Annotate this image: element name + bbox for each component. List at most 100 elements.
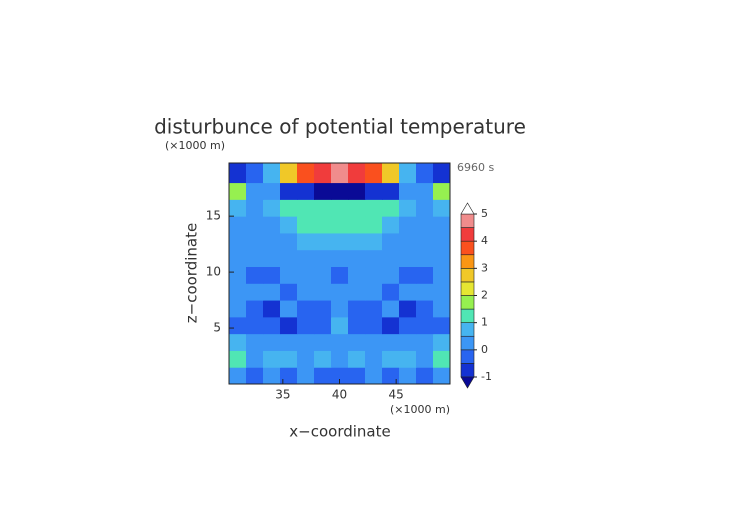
contour-cell <box>246 249 264 268</box>
colorbar-tick-label: 2 <box>481 289 488 302</box>
contour-cell <box>246 350 264 368</box>
contour-cell <box>331 163 349 184</box>
contour-cell <box>416 333 434 351</box>
contour-cell <box>314 199 332 217</box>
contour-cell <box>399 199 417 217</box>
contour-cell <box>433 333 450 351</box>
contour-cell <box>263 283 281 301</box>
contour-cell <box>246 266 264 284</box>
contour-cell <box>246 316 264 335</box>
contour-cell <box>263 232 281 251</box>
contour-cell <box>331 232 349 251</box>
contour-cell <box>263 249 281 268</box>
contour-cell <box>433 199 450 217</box>
contour-cell <box>433 283 450 301</box>
contour-cell <box>229 350 247 368</box>
contour-cell <box>382 266 400 284</box>
contour-cell <box>331 350 349 368</box>
contour-cell <box>416 367 434 384</box>
contour-cell <box>297 249 315 268</box>
contour-cell <box>365 199 383 217</box>
contour-cell <box>433 163 450 184</box>
contour-cell <box>399 283 417 301</box>
contour-cell <box>263 199 281 217</box>
contour-cell <box>297 199 315 217</box>
contour-cell <box>263 333 281 351</box>
contour-cell <box>280 283 298 301</box>
contour-cell <box>263 163 281 184</box>
colorbar-segment <box>460 295 475 310</box>
contour-cell <box>331 367 349 384</box>
colorbar-segment <box>460 240 475 256</box>
contour-cell <box>348 300 366 318</box>
contour-cell <box>331 182 349 200</box>
contour-cell <box>416 350 434 368</box>
contour-cell <box>280 199 298 217</box>
contour-cell <box>246 216 264 234</box>
contour-cell <box>399 367 417 384</box>
contour-cell <box>433 367 450 384</box>
y-axis-label: z−coordinate <box>183 223 201 323</box>
colorbar-tick-label: -1 <box>481 370 492 383</box>
contour-cell <box>246 232 264 251</box>
contour-cell <box>382 249 400 268</box>
contour-cell <box>348 216 366 234</box>
contour-cell <box>348 249 366 268</box>
contour-cell <box>348 283 366 301</box>
contour-cell <box>416 216 434 234</box>
contour-cell <box>416 283 434 301</box>
contour-cell <box>331 283 349 301</box>
y-tick-label: 10 <box>206 265 221 279</box>
y-tick-label: 15 <box>206 209 221 223</box>
contour-cell <box>280 182 298 200</box>
contour-cell <box>263 182 281 200</box>
contour-cell <box>399 350 417 368</box>
contour-cell <box>416 300 434 318</box>
colorbar-segment <box>460 349 475 364</box>
chart-title: disturbunce of potential temperature <box>154 115 526 139</box>
contour-cell <box>314 300 332 318</box>
contour-cell <box>433 216 450 234</box>
contour-cell <box>297 350 315 368</box>
contour-cell <box>365 316 383 335</box>
contour-cell <box>433 350 450 368</box>
colorbar-segment <box>460 268 475 283</box>
colorbar-segment <box>460 254 475 269</box>
contour-cell <box>229 283 247 301</box>
y-unit-label: (×1000 m) <box>165 139 225 152</box>
contour-cell <box>365 182 383 200</box>
contour-cell <box>246 300 264 318</box>
contour-cell <box>263 316 281 335</box>
contour-cell <box>229 333 247 351</box>
contour-cell <box>382 283 400 301</box>
contour-cell <box>314 283 332 301</box>
contour-cell <box>433 316 450 335</box>
contour-cell <box>399 300 417 318</box>
contour-cell <box>229 367 247 384</box>
colorbar-segment <box>460 227 475 242</box>
colorbar-segment <box>460 308 475 323</box>
colorbar-segment <box>460 281 475 296</box>
contour-cell <box>246 163 264 184</box>
contour-cell <box>229 249 247 268</box>
contour-cell <box>331 333 349 351</box>
contour-cell <box>365 283 383 301</box>
contour-cell <box>382 216 400 234</box>
contour-cell <box>297 333 315 351</box>
colorbar-segment <box>460 363 475 378</box>
contour-cell <box>229 300 247 318</box>
contour-cell <box>382 333 400 351</box>
contour-cell <box>433 232 450 251</box>
contour-cell <box>416 182 434 200</box>
contour-cell <box>297 182 315 200</box>
contour-cell <box>314 232 332 251</box>
contour-cell <box>263 350 281 368</box>
contour-cell <box>263 216 281 234</box>
contour-cell <box>246 367 264 384</box>
contour-cell <box>246 199 264 217</box>
contour-cell <box>331 199 349 217</box>
contour-cell <box>382 350 400 368</box>
contour-cell <box>314 266 332 284</box>
contour-cell <box>416 232 434 251</box>
